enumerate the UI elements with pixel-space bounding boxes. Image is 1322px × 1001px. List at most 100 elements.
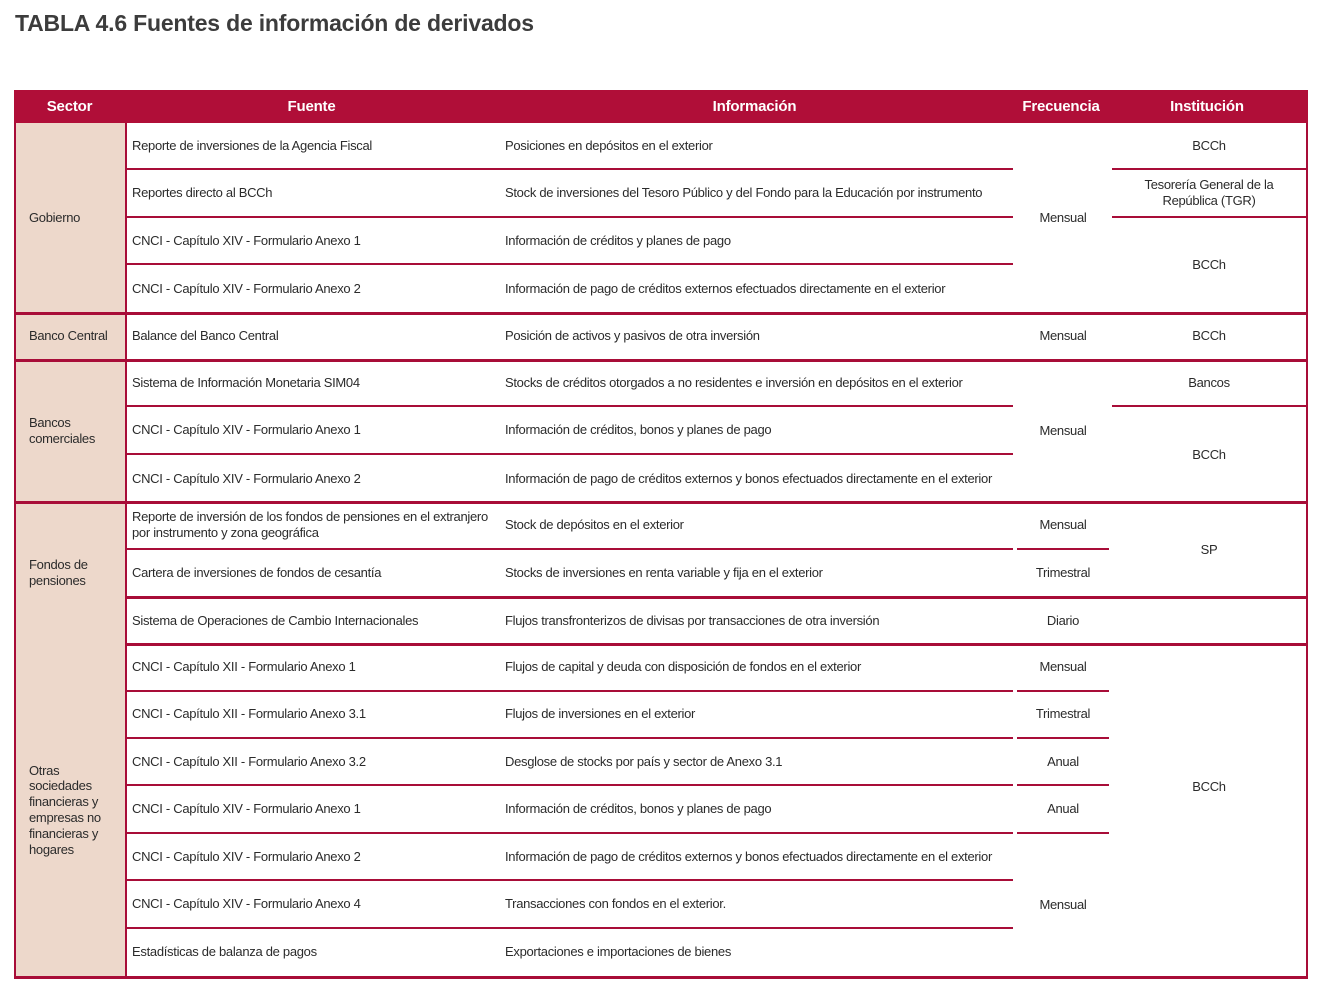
frecuencia-cell: Mensual [1017, 502, 1109, 550]
institucion-cell: BCCh [1112, 407, 1306, 503]
frecuencia-cell-label: Mensual [1039, 516, 1087, 532]
informacion-cell: Flujos de capital y deuda con disposició… [500, 644, 1013, 692]
sector-cell: Bancos comerciales [16, 359, 127, 503]
informacion-cell: Stock de depósitos en el exterior [500, 502, 1013, 550]
informacion-cell: Stocks de inversiones en renta variable … [500, 549, 1013, 597]
sector-cell-label: Gobierno [29, 209, 81, 225]
frecuencia-cell: Anual [1017, 786, 1109, 834]
fuente-cell: CNCI - Capítulo XIV - Formulario Anexo 2 [127, 833, 500, 882]
informacion-cell: Información de pago de créditos externos… [500, 265, 1013, 313]
sector-cell-label: Bancos comerciales [29, 415, 96, 447]
informacion-cell-label: Información de pago de créditos externos… [505, 280, 946, 296]
informacion-cell: Información de créditos, bonos y planes … [500, 786, 1013, 834]
fuente-cell-label: CNCI - Capítulo XII - Formulario Anexo 3… [132, 753, 366, 769]
informacion-cell-label: Transacciones con fondos en el exterior. [505, 896, 726, 912]
frecuencia-cell-label: Anual [1047, 801, 1079, 817]
frecuencia-cell-label: Anual [1047, 753, 1079, 769]
frecuencia-cell-label: Mensual [1039, 423, 1087, 439]
fuente-cell: Estadísticas de balanza de pagos [127, 928, 500, 977]
informacion-cell-label: Stocks de inversiones en renta variable … [505, 565, 823, 581]
fuente-cell: CNCI - Capítulo XII - Formulario Anexo 1 [127, 644, 500, 692]
fuente-cell: CNCI - Capítulo XII - Formulario Anexo 3… [127, 691, 500, 740]
informacion-cell-label: Desglose de stocks por país y sector de … [505, 753, 783, 769]
fuente-cell: Sistema de Información Monetaria SIM04 [127, 359, 500, 408]
frecuencia-cell-label: Trimestral [1035, 565, 1091, 581]
fuente-cell: Reportes directo al BCCh [127, 170, 500, 218]
section-divider-line [127, 643, 1306, 647]
informacion-cell-label: Posición de activos y pasivos de otra in… [505, 328, 760, 344]
section-divider-line [16, 311, 1306, 315]
fuente-cell-label: CNCI - Capítulo XIV - Formulario Anexo 2 [132, 470, 361, 486]
fuente-cell-label: CNCI - Capítulo XIV - Formulario Anexo 2 [132, 280, 361, 296]
informacion-cell-label: Stock de depósitos en el exterior [505, 516, 684, 532]
frecuencia-cell: Mensual [1017, 312, 1109, 360]
informacion-cell: Información de créditos y planes de pago [500, 217, 1013, 266]
informacion-cell-label: Información de pago de créditos externos… [505, 470, 992, 486]
fuente-cell: Balance del Banco Central [127, 312, 500, 360]
fuente-cell-label: CNCI - Capítulo XII - Formulario Anexo 1 [132, 659, 356, 675]
frecuencia-cell: Mensual [1017, 833, 1109, 977]
frecuencia-cell-label: Mensual [1039, 209, 1087, 225]
informacion-cell: Flujos transfronterizos de divisas por t… [500, 596, 1013, 645]
fuente-cell-label: Sistema de Operaciones de Cambio Interna… [132, 612, 419, 628]
fuente-cell-label: Reporte de inversión de los fondos de pe… [132, 508, 488, 540]
informacion-cell-label: Información de créditos, bonos y planes … [505, 801, 772, 817]
frecuencia-cell: Mensual [1017, 644, 1109, 692]
institucion-cell: Bancos [1112, 359, 1306, 408]
institucion-cell: BCCh [1112, 596, 1306, 977]
sector-cell: Gobierno [16, 123, 127, 313]
institucion-cell: BCCh [1112, 217, 1306, 313]
fuente-cell-label: CNCI - Capítulo XIV - Formulario Anexo 1 [132, 801, 361, 817]
fuente-cell: CNCI - Capítulo XIV - Formulario Anexo 1 [127, 786, 500, 834]
informacion-cell-label: Exportaciones e importaciones de bienes [505, 944, 732, 960]
informacion-cell: Información de créditos, bonos y planes … [500, 407, 1013, 455]
sector-cell: Otras sociedades financieras y empresas … [16, 644, 127, 977]
sector-cell: Banco Central [16, 312, 127, 360]
frecuencia-cell: Diario [1017, 596, 1109, 645]
column-header-sector: Sector [46, 98, 93, 115]
fuente-cell: CNCI - Capítulo XIV - Formulario Anexo 1 [127, 217, 500, 266]
sources-table: Sector Fuente Información Frecuencia Ins… [14, 90, 1308, 980]
informacion-cell-label: Información de créditos y planes de pago [505, 232, 731, 248]
frecuencia-cell: Anual [1017, 739, 1109, 787]
institucion-cell-label: SP [1200, 541, 1218, 557]
fuente-cell: Reporte de inversiones de la Agencia Fis… [127, 123, 500, 171]
informacion-cell-label: Información de pago de créditos externos… [505, 848, 992, 864]
fuente-cell-label: Balance del Banco Central [132, 328, 279, 344]
fuente-cell: CNCI - Capítulo XIV - Formulario Anexo 2 [127, 454, 500, 503]
sector-cell-label: Banco Central [29, 328, 108, 344]
frecuencia-cell: Trimestral [1017, 691, 1109, 740]
informacion-cell: Stock de inversiones del Tesoro Público … [500, 170, 1013, 218]
table-header-row: Sector Fuente Información Frecuencia Ins… [14, 90, 1308, 123]
institucion-cell-label: BCCh [1192, 137, 1226, 153]
fuente-cell: CNCI - Capítulo XIV - Formulario Anexo 1 [127, 407, 500, 455]
informacion-cell-label: Flujos de capital y deuda con disposició… [505, 659, 861, 675]
fuente-cell: CNCI - Capítulo XII - Formulario Anexo 3… [127, 739, 500, 787]
informacion-cell: Información de pago de créditos externos… [500, 833, 1013, 882]
fuente-cell-label: Reportes directo al BCCh [132, 185, 273, 201]
column-header-institucion: Institución [1170, 98, 1244, 115]
institucion-cell-label: BCCh [1192, 778, 1226, 794]
fuente-cell: Sistema de Operaciones de Cambio Interna… [127, 596, 500, 645]
fuente-cell: Cartera de inversiones de fondos de cesa… [127, 549, 500, 597]
informacion-cell-label: Posiciones en depósitos en el exterior [505, 137, 713, 153]
institucion-cell: BCCh [1112, 123, 1306, 171]
institucion-cell-label: BCCh [1192, 446, 1226, 462]
fuente-cell-label: Sistema de Información Monetaria SIM04 [132, 374, 360, 390]
informacion-cell: Posición de activos y pasivos de otra in… [500, 312, 1013, 360]
frecuencia-cell: Trimestral [1017, 549, 1109, 597]
frecuencia-cell-label: Mensual [1039, 328, 1087, 344]
informacion-cell-label: Flujos de inversiones en el exterior [505, 706, 696, 722]
fuente-cell-label: CNCI - Capítulo XIV - Formulario Anexo 1 [132, 232, 361, 248]
fuente-cell-label: Reporte de inversiones de la Agencia Fis… [132, 137, 373, 153]
section-divider-line [16, 359, 1306, 362]
column-header-frecuencia: Frecuencia [1022, 98, 1100, 115]
frecuencia-cell-label: Trimestral [1035, 706, 1091, 722]
fuente-cell-label: Cartera de inversiones de fondos de cesa… [132, 565, 382, 581]
frecuencia-cell-label: Mensual [1039, 897, 1087, 913]
fuente-cell-label: CNCI - Capítulo XIV - Formulario Anexo 2 [132, 848, 361, 864]
institucion-cell-label: Tesorería General de la República (TGR) [1144, 177, 1274, 209]
institucion-cell: SP [1112, 502, 1306, 597]
institucion-cell-label: Bancos [1188, 374, 1230, 390]
informacion-cell-label: Stocks de créditos otorgados a no reside… [505, 374, 963, 390]
